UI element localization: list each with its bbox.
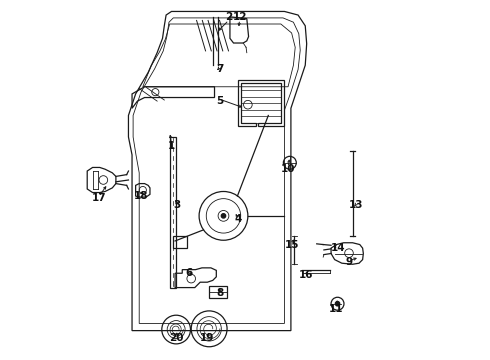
Text: 13: 13	[349, 200, 364, 210]
Text: 19: 19	[200, 333, 215, 343]
Text: 12: 12	[232, 12, 247, 22]
Text: 3: 3	[173, 200, 180, 210]
Text: 4: 4	[234, 215, 242, 224]
Text: 1: 1	[168, 141, 175, 151]
Text: 18: 18	[134, 191, 148, 201]
Text: 16: 16	[299, 270, 313, 280]
Text: 15: 15	[284, 239, 299, 249]
Text: 17: 17	[91, 193, 106, 203]
Text: 5: 5	[216, 96, 223, 106]
Text: 20: 20	[170, 333, 184, 343]
Text: 2: 2	[225, 12, 232, 22]
Text: 11: 11	[329, 304, 343, 314]
Text: 9: 9	[345, 257, 353, 267]
Text: 6: 6	[186, 268, 193, 278]
Circle shape	[335, 302, 340, 306]
Text: 7: 7	[216, 64, 223, 74]
Text: 10: 10	[281, 164, 295, 174]
Circle shape	[221, 214, 225, 218]
Text: 14: 14	[331, 243, 345, 253]
Text: 8: 8	[216, 288, 223, 298]
